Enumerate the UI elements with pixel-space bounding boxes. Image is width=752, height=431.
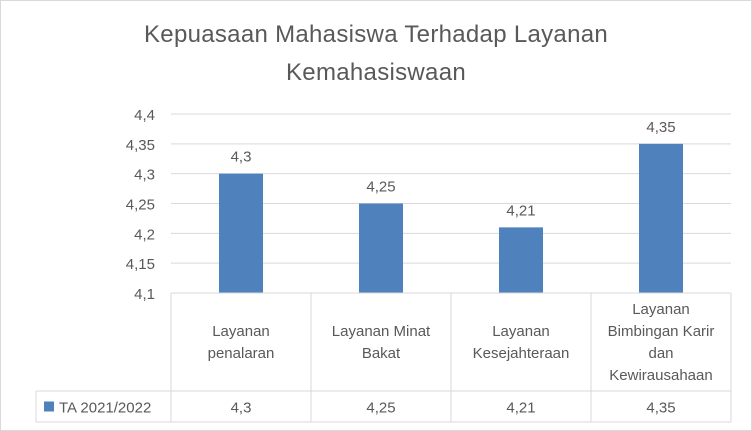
chart-title-line-1: Kepuasaan Mahasiswa Terhadap Layanan: [143, 21, 609, 48]
legend-series-name: TA 2021/2022: [59, 400, 151, 417]
bar: [219, 173, 263, 293]
category-label-line: Layanan: [632, 301, 690, 318]
data-label: 4,3: [231, 149, 252, 166]
bar: [499, 227, 543, 293]
category-label-line: Kesejahteraan: [473, 345, 570, 362]
bar: [639, 143, 683, 293]
category-label-line: Layanan Minat: [332, 323, 431, 340]
table-value: 4,3: [231, 400, 252, 417]
y-tick-label: 4,15: [126, 256, 155, 273]
chart-title-line-2: Kemahasiswaan: [286, 59, 466, 86]
category-label-line: penalaran: [208, 345, 275, 362]
category-label: Layanan penalaran: [208, 323, 275, 362]
category-label-line: Kewirausahaan: [609, 367, 712, 384]
category-label-line: Bakat: [362, 345, 401, 362]
category-label: Layanan Kesejahteraan: [473, 323, 570, 362]
table-value: 4,25: [366, 400, 395, 417]
y-tick-label: 4,35: [126, 137, 155, 154]
legend-key: [44, 401, 54, 412]
category-label: Layanan Minat Bakat: [332, 323, 431, 362]
category-label-line: Bimbingan Karir: [608, 323, 715, 340]
category-label-line: Layanan: [492, 323, 550, 340]
category-label-line: dan: [648, 345, 673, 362]
table-value: 4,35: [646, 400, 675, 417]
y-tick-label: 4,3: [134, 167, 155, 184]
data-label: 4,35: [646, 119, 675, 136]
table-value: 4,21: [506, 400, 535, 417]
category-label-line: Layanan: [212, 323, 270, 340]
data-label: 4,25: [366, 179, 395, 196]
data-label: 4,21: [506, 202, 535, 219]
bar: [359, 203, 403, 293]
y-tick-label: 4,2: [134, 226, 155, 243]
category-label: Layanan Bimbingan Karir dan Kewirausahaan: [608, 301, 715, 384]
y-tick-label: 4,4: [134, 107, 155, 124]
y-tick-label: 4,1: [134, 286, 155, 303]
y-tick-label: 4,25: [126, 197, 155, 214]
